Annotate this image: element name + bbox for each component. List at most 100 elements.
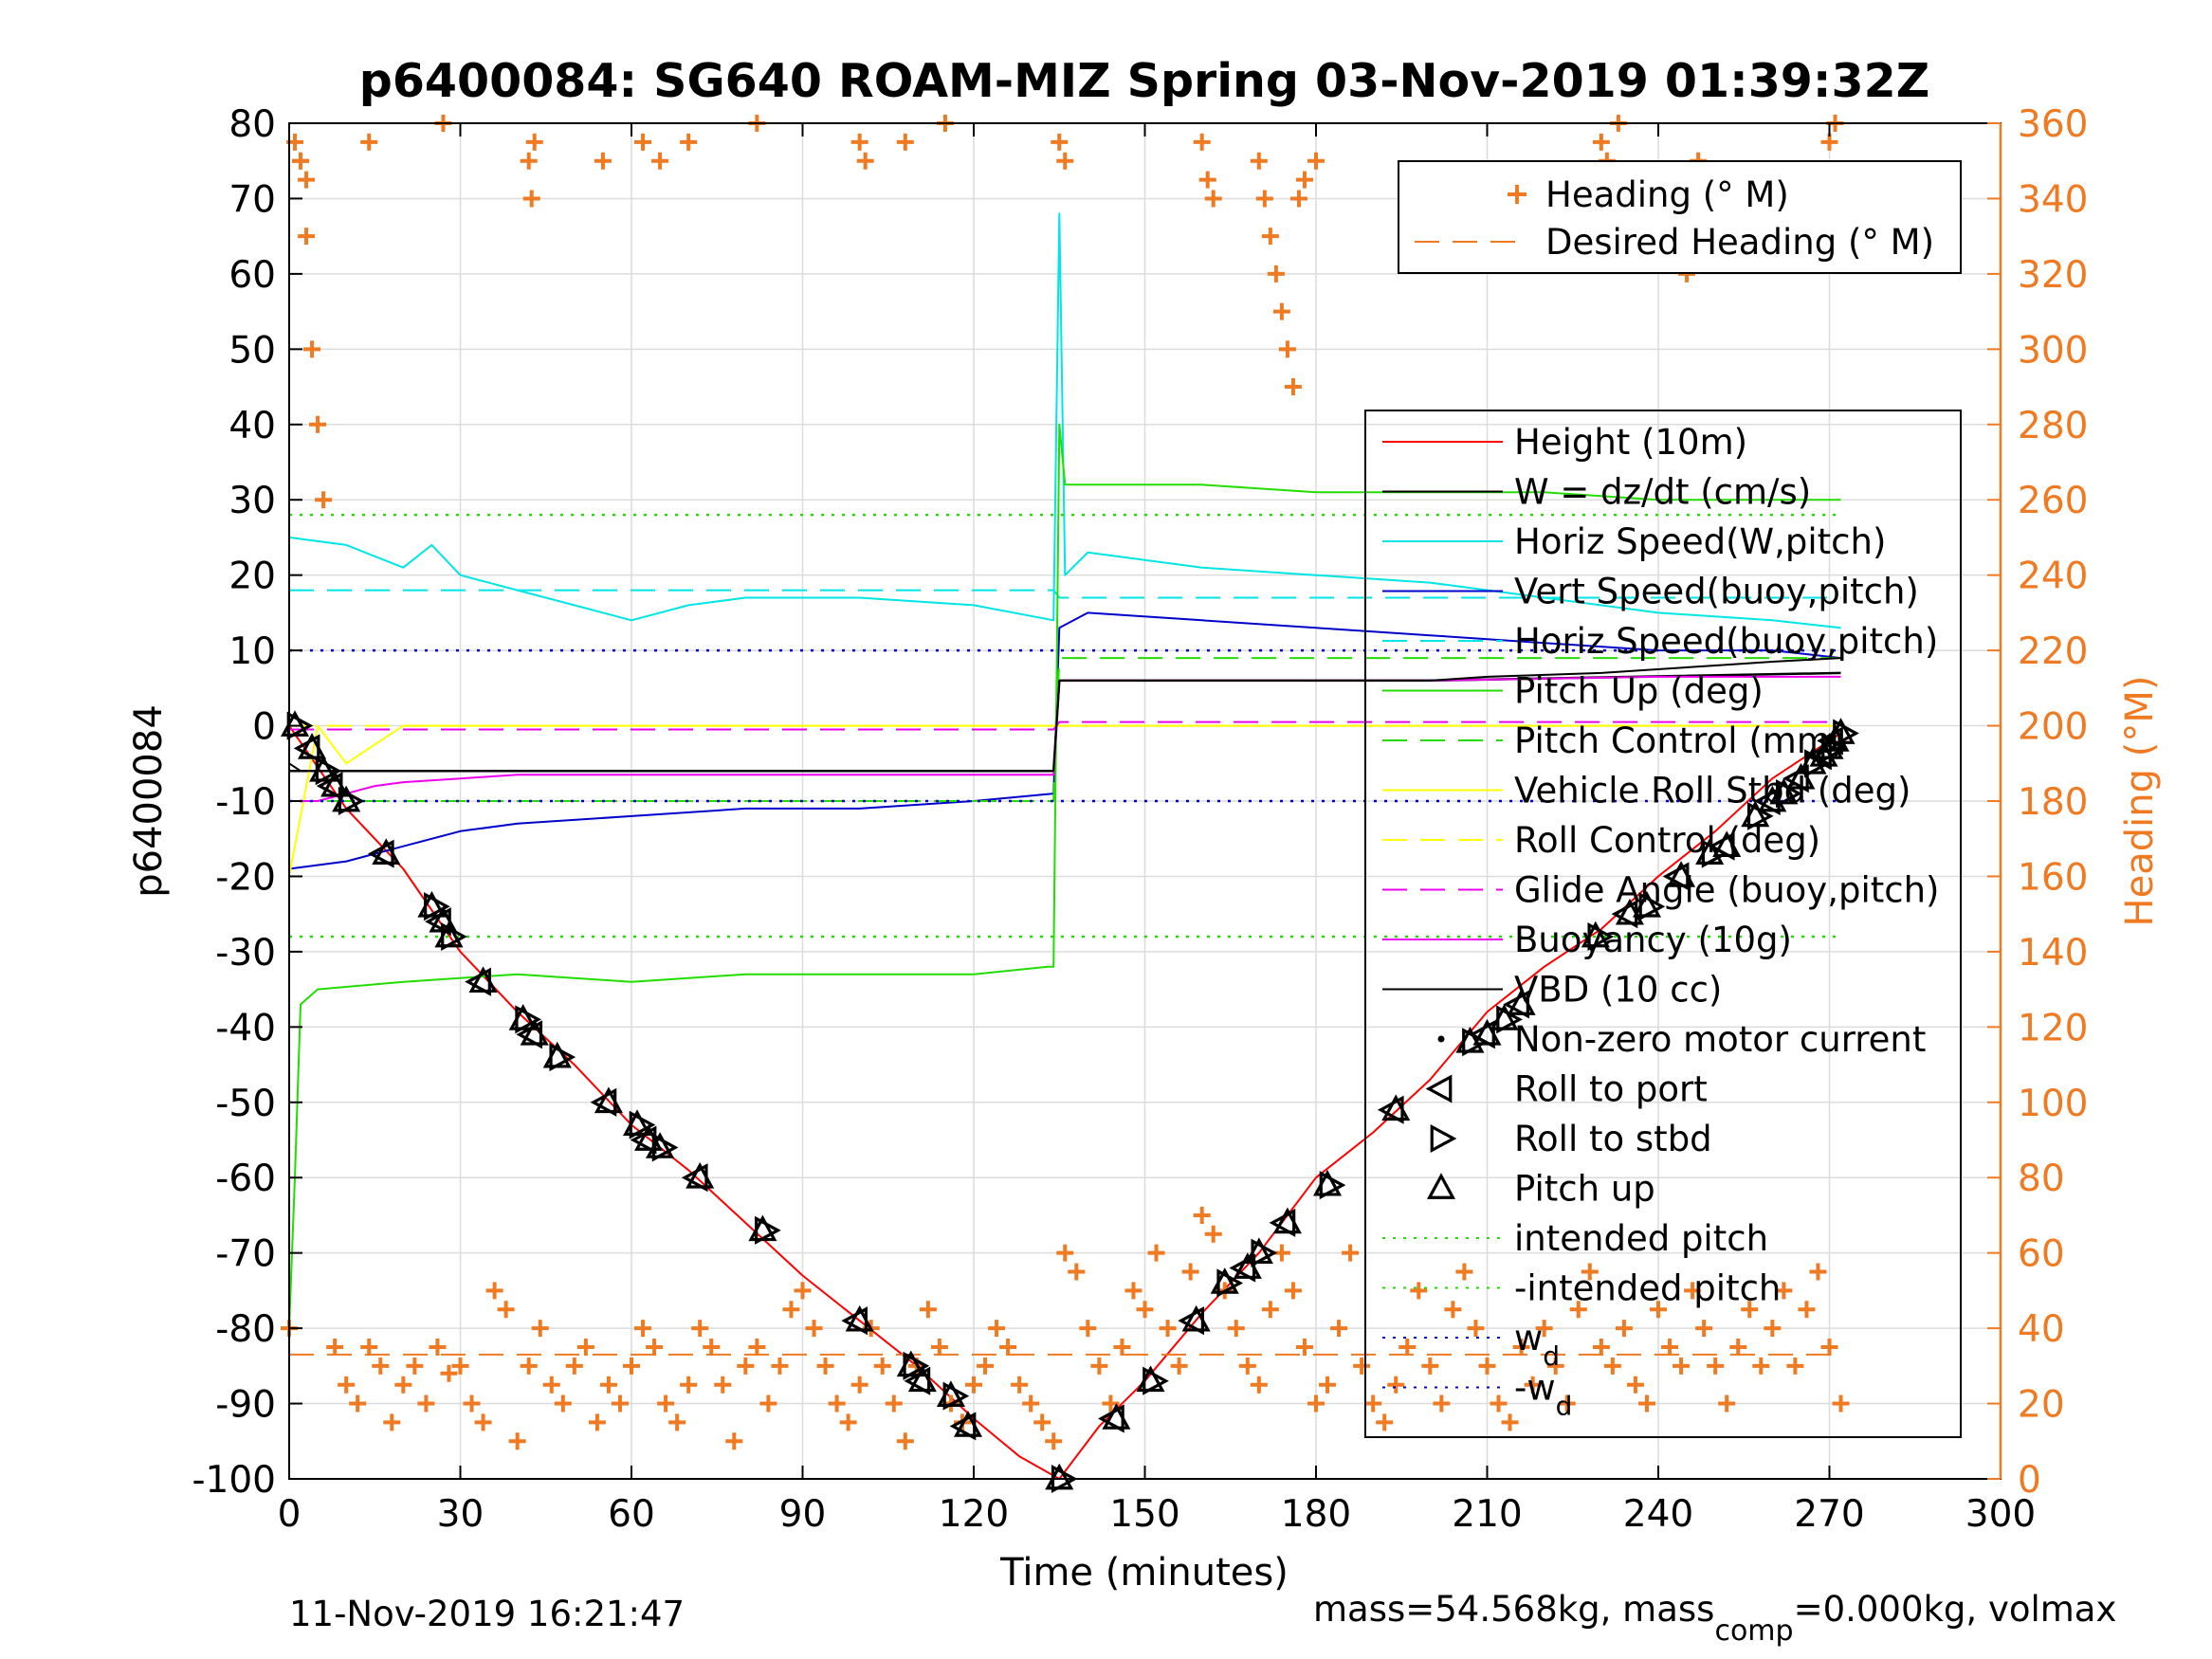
legend-label: -intended pitch: [1514, 1268, 1781, 1309]
heading-point: [360, 133, 378, 151]
roll-port-marker: [1662, 862, 1690, 891]
heading-point: [303, 340, 321, 358]
heading-point: [1284, 378, 1302, 396]
legend-label: Pitch Up (deg): [1514, 671, 1764, 712]
heading-point: [1056, 1244, 1074, 1262]
heading-point: [326, 1338, 344, 1356]
y-axis-label: p6400084: [127, 704, 171, 898]
roll-port-marker: [1469, 1020, 1495, 1049]
heading-point: [497, 1301, 515, 1319]
heading-point: [1204, 1225, 1222, 1243]
heading-point: [1319, 1376, 1337, 1394]
y-tick-label: -30: [215, 932, 276, 975]
heading-point: [298, 171, 316, 189]
heading-point: [349, 1395, 367, 1413]
y-right-tick-label: 140: [2018, 932, 2088, 975]
x-tick-label: 90: [779, 1493, 827, 1536]
roll-port-marker: [681, 1163, 708, 1193]
x-axis-label: Time (minutes): [999, 1551, 1289, 1595]
legend-heading: Heading (° M) Desired Heading (° M): [1398, 160, 1962, 274]
legend-label-sub: d: [1543, 1340, 1560, 1372]
heading-point: [1455, 1263, 1473, 1281]
y-right-tick-label: 320: [2018, 254, 2088, 297]
heading-point: [1136, 1301, 1154, 1319]
y-tick-label: -80: [215, 1308, 276, 1351]
heading-point: [525, 133, 543, 151]
legend-label: Roll Control (deg): [1514, 820, 1820, 861]
heading-point: [1181, 1263, 1199, 1281]
axes-layer: 0 30 60 90 120 150 180 210 240 270 300807060504030…: [192, 103, 2088, 1536]
heading-point: [725, 1432, 743, 1450]
legend-pitch-up-marker: [1426, 1173, 1456, 1199]
legend-label: Height (10m): [1514, 422, 1747, 463]
heading-point: [520, 1357, 538, 1375]
heading-point: [988, 1320, 1006, 1338]
y-right-tick-label: 0: [2018, 1459, 2041, 1502]
legend-label-sub: d: [1556, 1391, 1573, 1422]
y-right-tick-label: 100: [2018, 1083, 2088, 1125]
heading-point: [1198, 171, 1216, 189]
heading-point: [1558, 1395, 1576, 1413]
heading-point: [1170, 1357, 1188, 1375]
heading-point: [1764, 1320, 1782, 1338]
legend-label: Non-zero motor current: [1514, 1019, 1926, 1060]
chart-title: p6400084: SG640 ROAM-MIZ Spring 03-Nov-2…: [359, 54, 1929, 108]
roll-stbd-marker: [338, 786, 365, 816]
heading-point: [1272, 302, 1290, 320]
heading-point: [1307, 1395, 1325, 1413]
heading-point: [1786, 1357, 1804, 1375]
heading-point: [634, 1320, 652, 1338]
heading-point: [1238, 1357, 1256, 1375]
roll-port-marker: [1269, 1208, 1296, 1237]
heading-point: [451, 1357, 469, 1375]
y-right-tick-label: 60: [2018, 1233, 2065, 1276]
roll-port-marker: [1782, 764, 1809, 793]
x-tick-label: 60: [608, 1493, 655, 1536]
roll-port-marker: [1503, 990, 1529, 1019]
y-tick-label: 10: [229, 630, 276, 673]
heading-point: [714, 1376, 732, 1394]
legend-label: Pitch Control (mm): [1514, 720, 1844, 761]
legend-motor-dot: [1437, 1035, 1445, 1043]
heading-point: [703, 1338, 721, 1356]
legend-roll-stbd-marker: [1430, 1123, 1457, 1154]
heading-point: [977, 1357, 995, 1375]
y-tick-label: -10: [215, 781, 276, 824]
heading-point: [588, 1413, 606, 1431]
heading-point: [680, 1376, 698, 1394]
roll-port-marker: [590, 1087, 617, 1117]
x-tick-label: 300: [1965, 1493, 2036, 1536]
legend-label: -wd: [1514, 1368, 1572, 1422]
heading-point: [1342, 1244, 1360, 1262]
y-right-tick-label: 40: [2018, 1308, 2065, 1351]
heading-point: [1056, 152, 1074, 170]
markers-layer: [280, 115, 1859, 1494]
legend-roll-port-marker: [1425, 1074, 1453, 1103]
heading-point: [1512, 1338, 1530, 1356]
legend-label: Vehicle Roll Stbd (deg): [1514, 771, 1910, 811]
legend-label: intended pitch: [1514, 1218, 1768, 1259]
heading-point: [896, 133, 914, 151]
legend-label: Horiz Speed(buoy,pitch): [1514, 621, 1938, 662]
heading-point: [1467, 1320, 1485, 1338]
legend-label: W = dz/dt (cm/s): [1514, 472, 1811, 513]
heading-point: [1227, 1320, 1245, 1338]
heading-point: [542, 1376, 560, 1394]
legend-label: VBD (10 cc): [1514, 970, 1722, 1011]
x-tick-label: 150: [1109, 1493, 1179, 1536]
heading-point: [1478, 1357, 1496, 1375]
legend-label-main: w: [1514, 1318, 1543, 1358]
heading-point: [651, 152, 669, 170]
heading-point: [965, 1376, 982, 1394]
heading-point: [794, 1282, 812, 1300]
heading-point: [1729, 1338, 1747, 1356]
heading-point: [372, 1357, 390, 1375]
heading-point: [680, 133, 698, 151]
heading-point: [1718, 1395, 1736, 1413]
roll-stbd-marker: [1251, 1238, 1278, 1267]
heading-point: [1250, 152, 1268, 170]
x-tick-label: 210: [1452, 1493, 1522, 1536]
y-right-tick-label: 260: [2018, 480, 2088, 522]
heading-point: [1045, 1432, 1063, 1450]
